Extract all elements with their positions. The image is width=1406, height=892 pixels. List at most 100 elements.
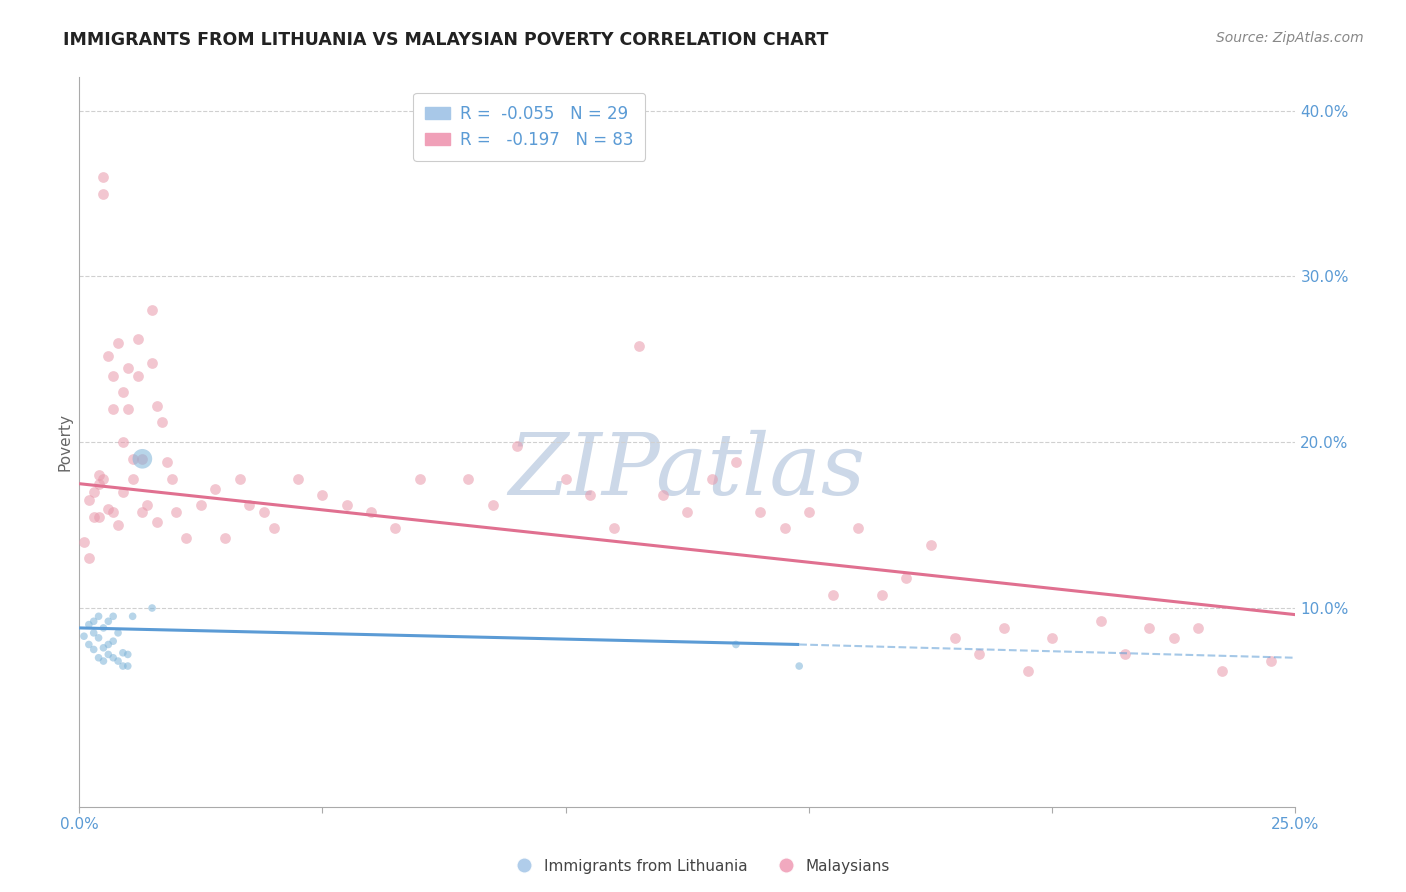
Point [920, 538, 942, 552]
Point [287, 472, 309, 486]
Point [131, 451, 153, 466]
Point [141, 601, 163, 615]
Point [554, 472, 576, 486]
Point [121, 472, 143, 486]
Point [1187, 621, 1209, 635]
Point [384, 521, 406, 535]
Point [652, 488, 675, 502]
Point [136, 498, 159, 512]
Point [107, 654, 129, 668]
Point [676, 505, 699, 519]
Point [101, 650, 124, 665]
Point [87, 468, 110, 483]
Text: ZIPatlas: ZIPatlas [509, 430, 866, 513]
Point [967, 648, 990, 662]
Point [1211, 664, 1233, 678]
Point [93, 621, 115, 635]
Point [846, 521, 869, 535]
Point [127, 368, 149, 383]
Point [87, 631, 110, 645]
Point [141, 302, 163, 317]
Point [627, 339, 650, 353]
Point [93, 640, 115, 655]
Point [146, 515, 169, 529]
Point [457, 472, 479, 486]
Point [1114, 648, 1136, 662]
Point [870, 588, 893, 602]
Point [77, 493, 100, 508]
Point [1090, 615, 1112, 629]
Point [73, 629, 96, 643]
Point [87, 476, 110, 491]
Point [190, 498, 212, 512]
Point [174, 532, 197, 546]
Text: IMMIGRANTS FROM LITHUANIA VS MALAYSIAN POVERTY CORRELATION CHART: IMMIGRANTS FROM LITHUANIA VS MALAYSIAN P… [63, 31, 828, 49]
Point [101, 505, 124, 519]
Point [724, 638, 747, 652]
Point [97, 349, 120, 363]
Point [107, 335, 129, 350]
Point [93, 472, 115, 486]
Point [1139, 621, 1161, 635]
Point [97, 501, 120, 516]
Point [87, 509, 110, 524]
Point [1040, 631, 1063, 645]
Point [101, 368, 124, 383]
Point [603, 521, 626, 535]
Point [87, 650, 110, 665]
Point [150, 415, 173, 429]
Text: Source: ZipAtlas.com: Source: ZipAtlas.com [1216, 31, 1364, 45]
Point [121, 609, 143, 624]
Point [101, 634, 124, 648]
Point [238, 498, 260, 512]
Point [117, 360, 139, 375]
Point [141, 356, 163, 370]
Point [73, 534, 96, 549]
Point [773, 521, 796, 535]
Point [111, 646, 134, 660]
Point [253, 505, 276, 519]
Point [111, 385, 134, 400]
Point [896, 571, 918, 585]
Point [121, 451, 143, 466]
Legend: R =  -0.055   N = 29, R =   -0.197   N = 83: R = -0.055 N = 29, R = -0.197 N = 83 [413, 93, 645, 161]
Point [1163, 631, 1185, 645]
Point [93, 169, 115, 184]
Point [724, 455, 747, 469]
Point [263, 521, 285, 535]
Point [165, 505, 187, 519]
Point [101, 402, 124, 417]
Point [228, 472, 250, 486]
Point [579, 488, 602, 502]
Point [87, 609, 110, 624]
Point [481, 498, 503, 512]
Point [117, 402, 139, 417]
Point [146, 399, 169, 413]
Point [131, 505, 153, 519]
Point [111, 435, 134, 450]
Point [93, 186, 115, 201]
Point [204, 482, 226, 496]
Point [160, 472, 183, 486]
Point [97, 615, 120, 629]
Point [1260, 654, 1282, 668]
Point [131, 451, 153, 466]
Point [943, 631, 966, 645]
Point [111, 659, 134, 673]
Point [97, 638, 120, 652]
Point [823, 588, 845, 602]
Y-axis label: Poverty: Poverty [58, 413, 72, 471]
Point [83, 615, 105, 629]
Point [77, 551, 100, 566]
Point [214, 532, 236, 546]
Point [787, 659, 810, 673]
Point [107, 626, 129, 640]
Point [360, 505, 382, 519]
Point [700, 472, 723, 486]
Legend: Immigrants from Lithuania, Malaysians: Immigrants from Lithuania, Malaysians [510, 853, 896, 880]
Point [409, 472, 432, 486]
Point [101, 609, 124, 624]
Point [83, 626, 105, 640]
Point [93, 654, 115, 668]
Point [111, 485, 134, 500]
